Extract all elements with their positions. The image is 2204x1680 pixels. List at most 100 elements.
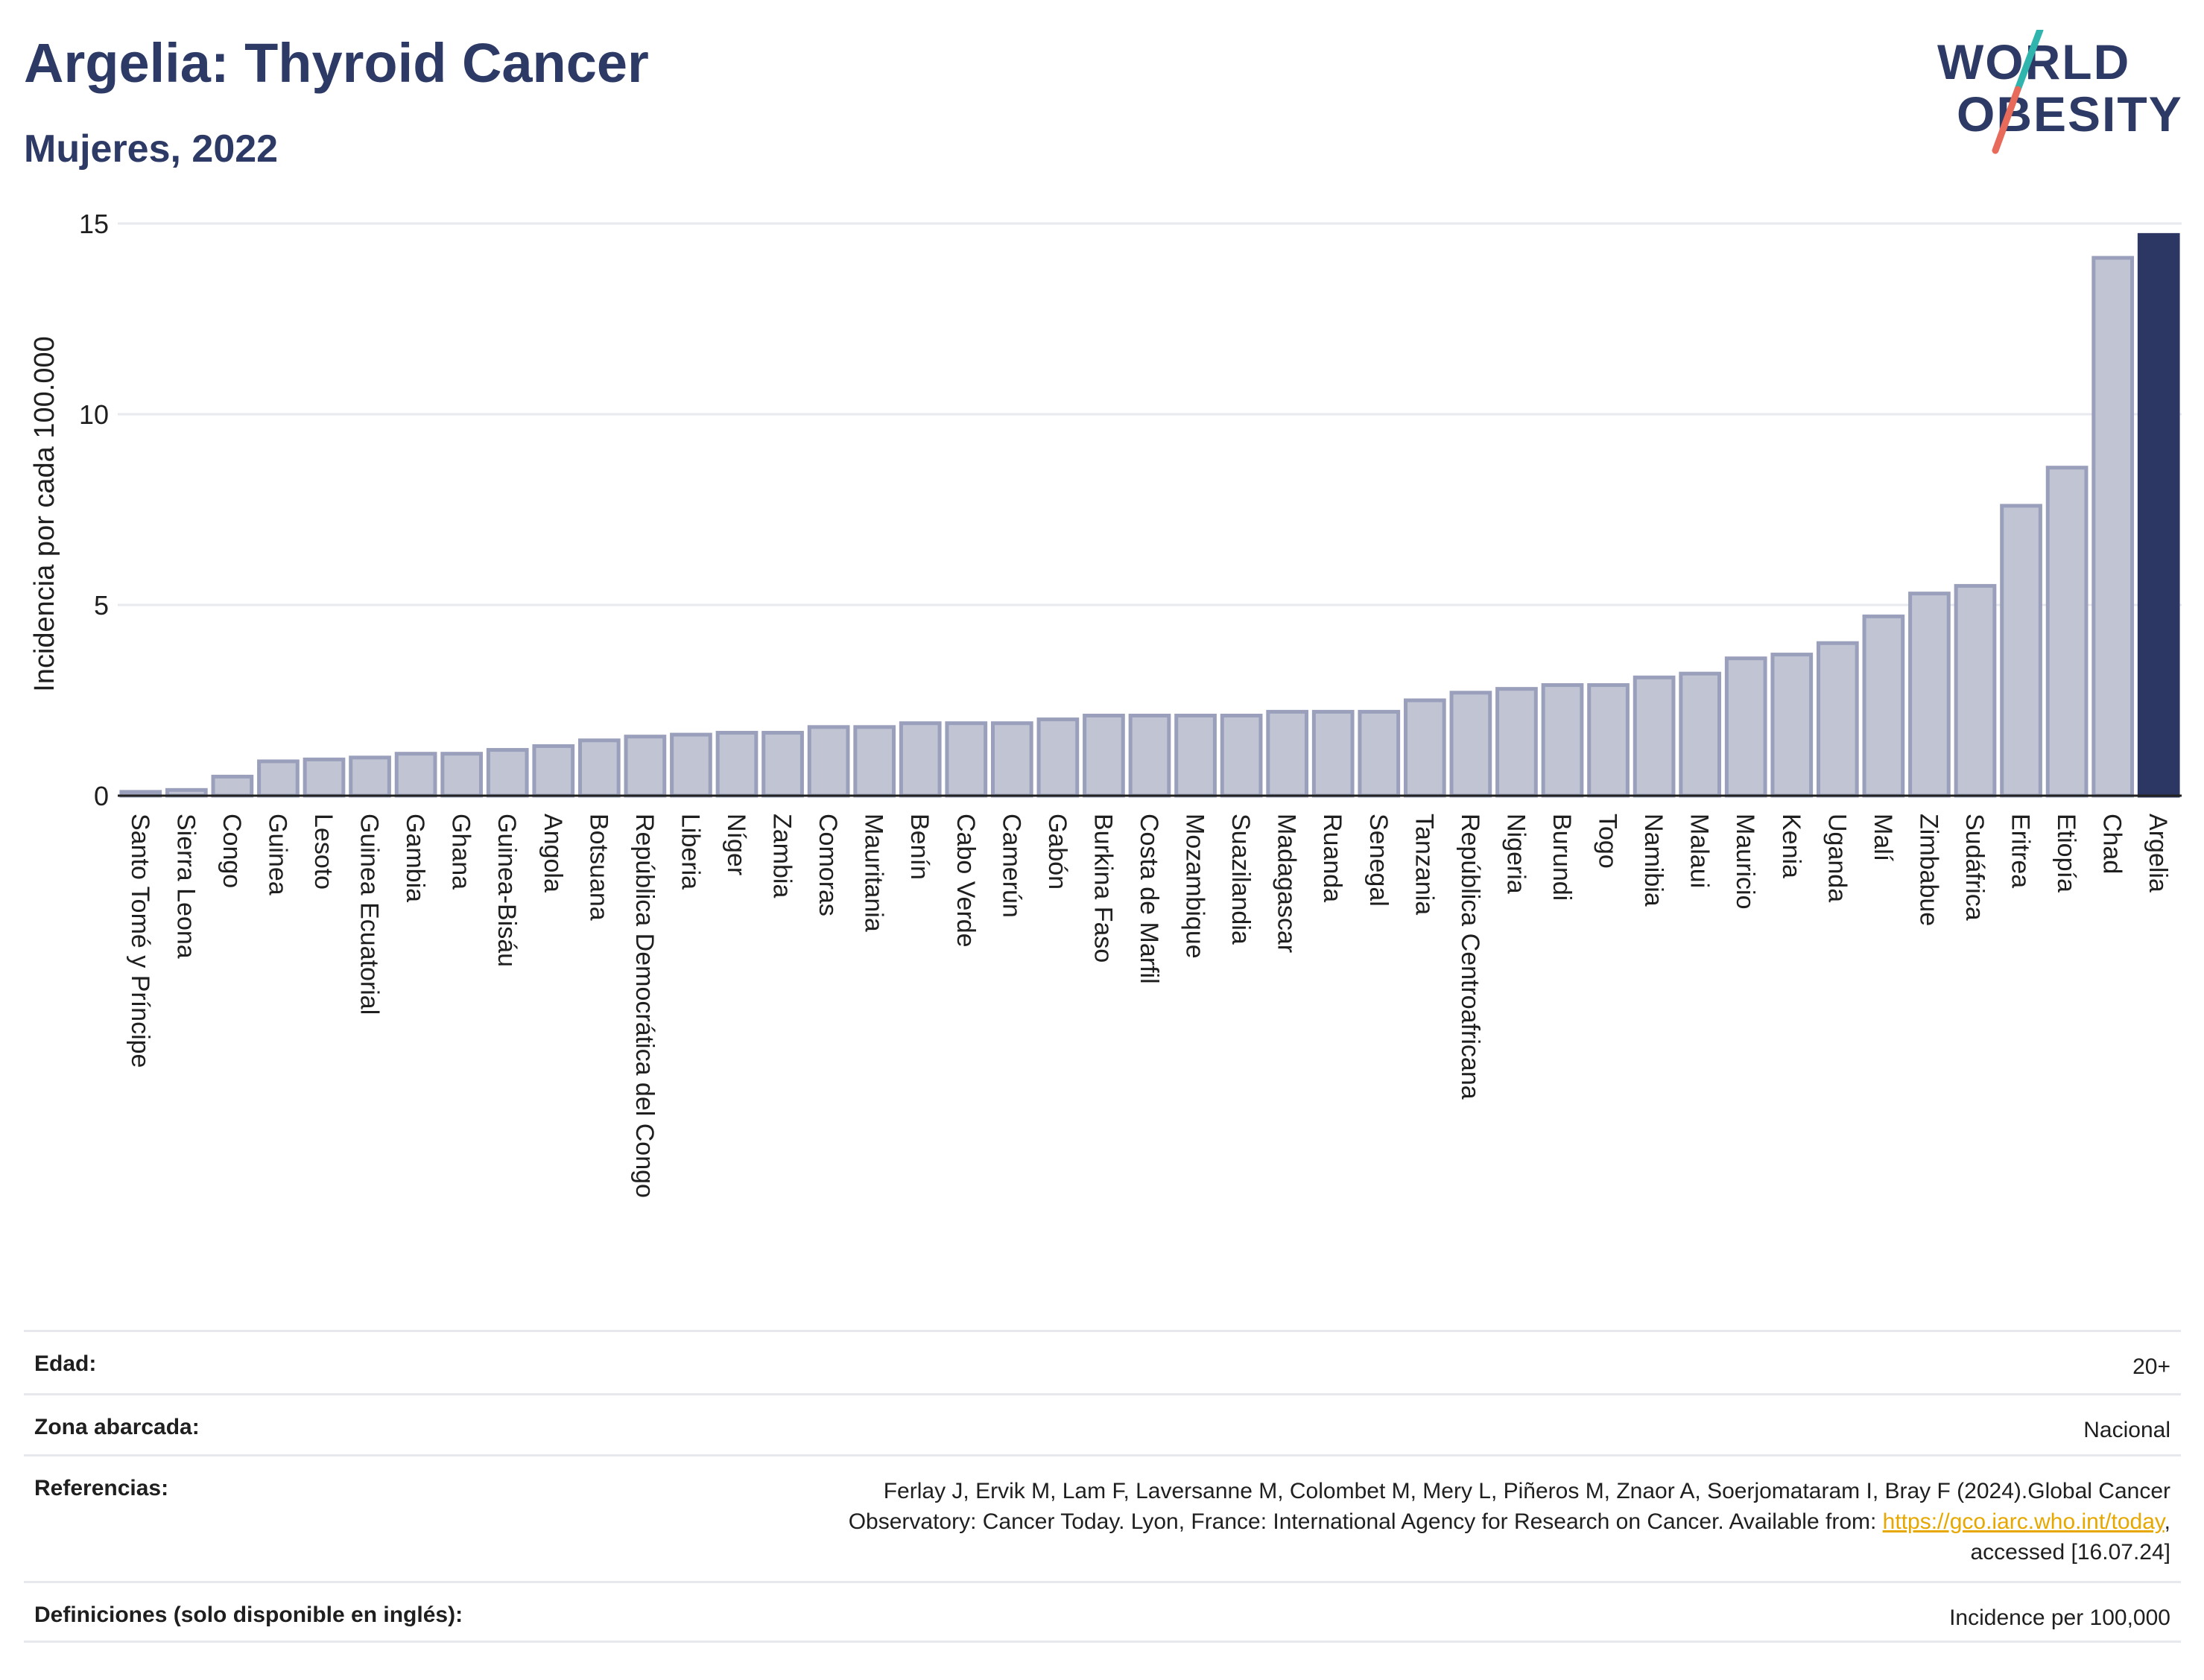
bar (577, 738, 621, 798)
x-tick-label: Mozambique (1181, 814, 1209, 959)
x-tick-label: Burkina Faso (1089, 814, 1117, 963)
references-line-2: Observatory: Cancer Today. Lyon, France:… (848, 1509, 1883, 1534)
x-tick-label: Argelia (2144, 814, 2172, 893)
bar (257, 759, 300, 798)
bar (1541, 683, 1584, 798)
x-tick-label: Eritrea (2007, 814, 2035, 888)
bar (486, 748, 529, 798)
x-tick-label: Nigeria (1501, 814, 1530, 894)
references-label: Referencias: (34, 1476, 169, 1500)
x-tick-label: Zambia (768, 814, 797, 898)
x-tick-label: Congo (218, 814, 246, 888)
x-tick-label: Angola (539, 814, 567, 893)
x-tick-label: Suazilandia (1226, 814, 1255, 945)
x-tick-label: Santo Tomé y Príncipe (126, 814, 154, 1068)
info-table: Edad: 20+ Zona abarcada: Nacional Refere… (24, 1330, 2181, 1643)
bar (761, 731, 804, 798)
info-row-definitions: Definiciones (solo disponible en inglés)… (24, 1581, 2181, 1643)
age-label: Edad: (34, 1351, 97, 1376)
x-tick-label: Camerún (997, 814, 1025, 918)
references-link[interactable]: https://gco.iarc.who.int/today (1882, 1509, 2165, 1534)
x-tick-label: Lesoto (309, 814, 338, 890)
x-tick-label: Kenia (1777, 814, 1805, 878)
bar (1770, 653, 1814, 798)
x-tick-label: Mauritania (860, 814, 888, 932)
bar (624, 735, 667, 798)
x-tick-label: Liberia (676, 814, 704, 890)
world-obesity-logo: WORLD OBESITY (1937, 30, 2183, 154)
bars (119, 232, 2180, 798)
x-tick-label: Ruanda (1318, 814, 1346, 902)
bar (945, 721, 988, 798)
x-tick-label: Botsuana (584, 814, 612, 921)
x-tick-label: República Democrática del Congo (630, 814, 659, 1198)
bar (1036, 717, 1080, 798)
info-row-age: Edad: 20+ (24, 1330, 2181, 1393)
chart-subtitle: Mujeres, 2022 (24, 127, 279, 171)
x-tick-label: Ghana (447, 814, 475, 890)
info-row-references: Referencias: Ferlay J, Ervik M, Lam F, L… (24, 1454, 2181, 1581)
bar (853, 725, 896, 798)
logo-slash-coral (1992, 86, 2021, 154)
x-tick-label: Burundi (1548, 814, 1576, 901)
info-row-area: Zona abarcada: Nacional (24, 1393, 2181, 1454)
bar (1724, 656, 1767, 798)
references-line-3: accessed [16.07.24] (1970, 1540, 2170, 1565)
bar (1358, 709, 1401, 798)
y-axis-label: Incidencia por cada 100.000 (29, 336, 60, 691)
y-tick-label: 10 (79, 399, 109, 430)
x-tick-label: Madagascar (1273, 814, 1301, 953)
bar (532, 744, 575, 798)
x-tick-label: Sierra Leona (171, 814, 200, 959)
references-value: Ferlay J, Ervik M, Lam F, Laversanne M, … (849, 1476, 2170, 1568)
bar (394, 752, 437, 798)
bar (2091, 256, 2135, 798)
bar (2045, 466, 2089, 798)
bar (990, 721, 1033, 798)
x-tick-label: Gabón (1043, 814, 1071, 890)
x-tick-label: Tanzania (1410, 814, 1438, 915)
bar (1403, 698, 1446, 798)
y-tick-label: 5 (94, 590, 109, 621)
bar (349, 755, 391, 798)
x-tick-label: Costa de Marfil (1135, 814, 1163, 984)
bar (440, 752, 484, 798)
definitions-value: Incidence per 100,000 (1949, 1605, 2170, 1630)
y-tick-label: 15 (79, 209, 109, 239)
x-tick-label: Malaui (1685, 814, 1714, 888)
y-axis-ticks: 0 5 10 15 (79, 209, 109, 811)
area-label: Zona abarcada: (34, 1415, 200, 1439)
bar (1449, 691, 1492, 798)
y-tick-label: 0 (94, 781, 109, 811)
x-tick-label: Malí (1869, 814, 1897, 862)
x-tick-label: Comoras (814, 814, 842, 916)
gridlines (118, 222, 2182, 606)
x-tick-label: Zimbabue (1914, 814, 1942, 926)
x-tick-label: Namibia (1639, 814, 1668, 907)
bar (670, 732, 712, 798)
area-value: Nacional (2083, 1418, 2170, 1442)
logo-slash-teal (2014, 30, 2044, 93)
bar (1587, 683, 1630, 798)
x-tick-label: Sudáfrica (1960, 814, 1989, 921)
age-value: 20+ (2132, 1354, 2170, 1379)
x-tick-label: República Centroafricana (1456, 814, 1484, 1100)
x-tick-label: Uganda (1823, 814, 1851, 902)
bar (1862, 614, 1905, 798)
references-line-1: Ferlay J, Ervik M, Lam F, Laversanne M, … (883, 1479, 2170, 1503)
x-tick-label: Mauricio (1731, 814, 1759, 909)
bar (1266, 709, 1309, 798)
logo-text-obesity: OBESITY (1957, 86, 2183, 142)
bar (807, 725, 850, 798)
bar (899, 721, 942, 798)
x-tick-label: Benín (905, 814, 934, 880)
bar (1679, 671, 1722, 798)
bar (1816, 641, 1859, 798)
bar (1633, 675, 1676, 798)
bar (1220, 713, 1263, 798)
x-tick-label: Níger (722, 814, 750, 875)
bar (1495, 687, 1538, 798)
x-tick-label: Etiopía (2052, 814, 2080, 893)
x-axis-tick-labels: Santo Tomé y Príncipe Sierra Leona Congo Gu… (126, 814, 2172, 1198)
x-tick-label: Guinea (263, 814, 291, 896)
